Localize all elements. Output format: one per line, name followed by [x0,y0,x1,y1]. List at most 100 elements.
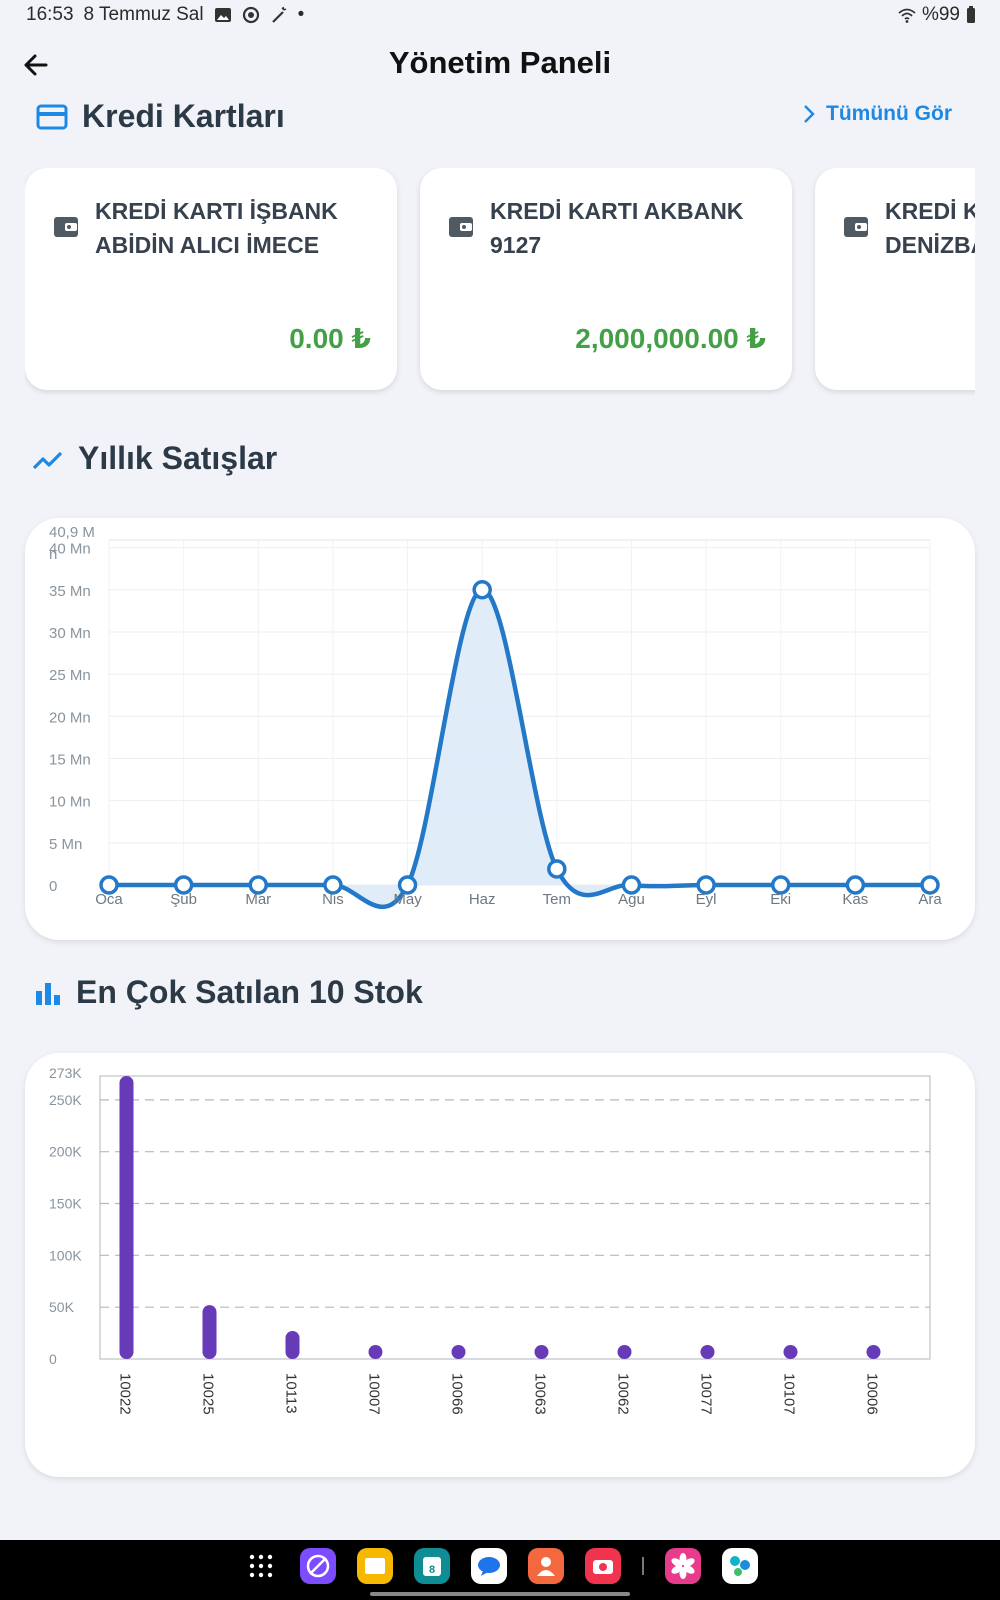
svg-text:8: 8 [428,1564,434,1576]
magic-wand-icon [271,6,286,23]
x-tick-label: May [393,891,422,908]
calendar-icon[interactable]: 8 [413,1548,450,1584]
y-tick-label: 250K [49,1092,82,1108]
camera-icon[interactable] [584,1548,621,1584]
credit-card-balance: 0.00 ₺ [289,323,371,354]
sales-line [109,587,930,910]
credit-card-icon [36,104,68,129]
wallet-icon [449,217,473,237]
y-tick-label: 15 Mn [49,751,91,768]
sales-point [920,875,940,895]
credit-card-list[interactable]: KREDİ KARTI İŞBANK ABİDİN ALICI İMECE 0.… [25,168,975,493]
credit-card-name: KREDİ KARTI AKBANK 9127 [490,198,744,258]
sales-point [621,875,642,895]
back-arrow-icon[interactable] [16,45,56,85]
stock-bar [783,1345,798,1359]
x-tick-label: Tem [543,891,571,908]
x-tick-label: 10025 [200,1373,217,1415]
sales-point [845,875,866,895]
sales-point [696,875,716,895]
see-all-link[interactable]: Tümünü Gör [802,102,952,126]
my-files-icon[interactable] [356,1548,393,1584]
x-tick-label: Agu [618,891,645,908]
x-tick-label: 10022 [117,1373,134,1415]
stock-bar [700,1345,715,1359]
y-max-label: 273K [49,1065,82,1081]
annual-sales-header: Yıllık Satışlar [32,440,277,477]
x-tick-label: 10007 [366,1373,383,1415]
sales-point [248,875,269,895]
gallery-icon[interactable] [664,1548,701,1584]
credit-card-name: KREDİ KARTI İŞBANK ABİDİN ALICI İMECE [95,198,338,258]
x-tick-label: 10107 [781,1373,798,1415]
stock-bar [285,1331,300,1359]
page-title: Yönetim Paneli [388,45,612,80]
annual-sales-chart: 0 5 Mn 10 Mn 15 Mn 20 Mn 25 Mn 30 Mn 35 Mn 40 Mn… [49,524,942,910]
status-bar: 16:53 8 Temmuz Sal • %99 [0,0,1000,30]
x-tick-label: Oca [95,891,123,908]
credit-card-item[interactable]: KREDİ KARTI DENİZBANK [815,168,975,390]
x-tick-label: 10113 [283,1373,300,1414]
messages-icon[interactable] [470,1548,507,1584]
x-tick-label: Ara [918,891,942,908]
top-stock-chart-panel: 0 50K 100K 150K 200K 250K 273K 10022 10025 10113 1… [25,1053,975,1477]
x-tick-label: 10077 [698,1373,715,1415]
y-tick-label: 0 [49,1351,57,1367]
home-indicator[interactable] [370,1592,630,1596]
stock-bar [617,1345,632,1359]
credit-cards-title: Kredi Kartları [82,98,285,134]
sales-area-fill [109,589,930,907]
wallet-icon [844,217,868,237]
x-tick-label: Şub [170,891,197,908]
top-stock-title: En Çok Satılan 10 Stok [76,974,423,1010]
stock-bar [866,1345,881,1359]
credit-card-balance: 2,000,000.00 ₺ [575,323,766,354]
internet-browser-icon[interactable] [299,1548,336,1584]
status-more-dot: • [297,4,305,25]
stock-bar [534,1345,549,1359]
y-max-label: 40,9 M [49,524,95,541]
x-tick-label: 10006 [864,1373,881,1415]
contacts-icon[interactable] [527,1548,564,1584]
x-tick-label: Eki [770,891,791,908]
y-tick-label: 150K [49,1196,82,1212]
x-tick-label: Haz [469,891,496,908]
x-tick-label: 10066 [449,1373,466,1415]
y-tick-label: 20 Mn [49,709,91,726]
annual-sales-title: Yıllık Satışlar [78,440,278,476]
credit-cards-header: Kredi Kartları [36,98,285,135]
y-tick-label: 200K [49,1144,82,1160]
y-tick-label: 40 Mn [49,541,91,558]
x-tick-label: 10063 [532,1373,549,1415]
y-tick-label: 50K [49,1299,75,1315]
wallet-icon [54,217,78,237]
app-drawer-icon[interactable] [243,1548,279,1584]
stock-bar [119,1076,134,1359]
sales-point [472,580,492,600]
annual-sales-chart-panel: 0 5 Mn 10 Mn 15 Mn 20 Mn 25 Mn 30 Mn 35 Mn 40 Mn… [25,518,975,940]
dashboard-content[interactable]: Kredi Kartları Tümünü Gör KREDİ KARTI İŞ… [0,98,1000,1540]
y-tick-label: 5 Mn [49,836,82,853]
x-tick-label: Mar [245,891,271,908]
y-tick-label: 100K [49,1247,82,1263]
stock-bar [202,1305,217,1359]
sales-point [323,875,343,895]
stock-bar [451,1345,466,1359]
x-tick-label: Eyl [696,891,717,908]
system-nav-bar: 8 [0,1540,1000,1600]
sales-point [770,875,791,895]
sales-point [397,875,418,895]
credit-card-item[interactable]: KREDİ KARTI AKBANK 9127 2,000,000.00 ₺ [420,168,792,390]
y-tick-label: 10 Mn [49,794,91,811]
chevron-right-icon [804,105,815,123]
smart-switch-icon[interactable] [721,1548,758,1584]
stock-bar [368,1345,383,1359]
sync-notification-icon [242,6,259,24]
credit-card-item[interactable]: KREDİ KARTI İŞBANK ABİDİN ALICI İMECE 0.… [25,168,397,390]
sales-point [99,875,119,895]
battery-level: %99 [921,4,960,25]
trending-up-icon [32,451,63,469]
sales-point [547,859,567,879]
y-tick-label: 0 [49,878,57,895]
y-tick-label: 35 Mn [49,583,91,600]
